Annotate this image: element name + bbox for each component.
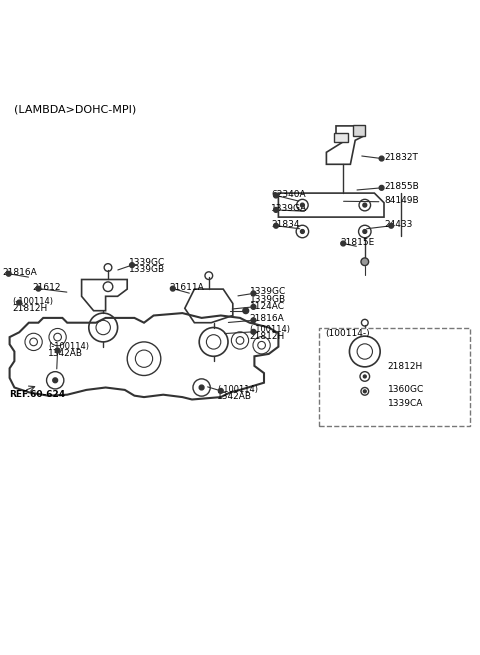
Circle shape [379, 156, 384, 161]
FancyBboxPatch shape [319, 328, 470, 426]
Text: 1339GA: 1339GA [271, 204, 307, 213]
Text: 1339CA: 1339CA [388, 399, 423, 408]
Circle shape [341, 241, 346, 246]
Text: 21834: 21834 [271, 220, 300, 229]
Circle shape [55, 348, 60, 353]
Text: 21812H: 21812H [388, 362, 423, 371]
FancyBboxPatch shape [334, 133, 348, 141]
Circle shape [274, 208, 278, 212]
Circle shape [251, 318, 256, 323]
Circle shape [274, 223, 278, 228]
Text: 1339GB: 1339GB [129, 265, 165, 274]
Text: 21816A: 21816A [2, 268, 37, 277]
Text: 84149B: 84149B [384, 196, 419, 205]
Circle shape [389, 403, 394, 407]
Circle shape [300, 230, 304, 233]
Circle shape [363, 230, 367, 233]
Circle shape [130, 263, 134, 267]
Circle shape [251, 291, 256, 296]
Text: REF.60-624: REF.60-624 [9, 390, 65, 399]
Circle shape [379, 185, 384, 190]
Text: (-100114): (-100114) [12, 297, 53, 306]
Text: (100114-): (100114-) [325, 329, 370, 338]
Text: 1342AB: 1342AB [217, 392, 252, 401]
Text: 21815E: 21815E [341, 238, 375, 246]
Text: 21812H: 21812H [250, 332, 285, 341]
Circle shape [6, 271, 11, 276]
Text: 1339GC: 1339GC [129, 258, 165, 267]
Circle shape [53, 378, 58, 383]
Text: 1360GC: 1360GC [388, 385, 424, 394]
Text: 62340A: 62340A [271, 189, 306, 198]
Circle shape [36, 286, 41, 291]
Circle shape [389, 223, 394, 228]
Circle shape [17, 300, 22, 305]
Text: 21611A: 21611A [169, 283, 204, 291]
Circle shape [170, 286, 175, 291]
Circle shape [389, 390, 394, 394]
Circle shape [251, 305, 256, 309]
Text: 21832T: 21832T [384, 153, 418, 162]
Text: 24433: 24433 [384, 220, 412, 229]
Circle shape [300, 203, 304, 207]
Circle shape [199, 385, 204, 390]
Circle shape [363, 390, 366, 393]
Text: (-100114): (-100114) [48, 342, 89, 351]
Text: 1124AC: 1124AC [250, 303, 285, 311]
Circle shape [243, 308, 249, 314]
Text: (LAMBDA>DOHC-MPI): (LAMBDA>DOHC-MPI) [14, 104, 137, 115]
Text: (-100114): (-100114) [217, 385, 258, 394]
Text: 21812H: 21812H [12, 304, 47, 313]
Text: 1339GB: 1339GB [250, 295, 286, 304]
Text: 21612: 21612 [33, 283, 61, 291]
Circle shape [361, 258, 369, 265]
Text: 1342AB: 1342AB [48, 349, 83, 358]
Circle shape [218, 388, 223, 393]
Text: 21816A: 21816A [250, 314, 284, 324]
Circle shape [389, 366, 394, 371]
Text: 1339GC: 1339GC [250, 288, 286, 297]
FancyBboxPatch shape [353, 125, 365, 136]
Text: 21855B: 21855B [384, 182, 419, 191]
Circle shape [251, 329, 256, 334]
Circle shape [274, 193, 278, 198]
Circle shape [363, 375, 366, 378]
Circle shape [363, 203, 367, 207]
Text: (-100114): (-100114) [250, 326, 290, 335]
